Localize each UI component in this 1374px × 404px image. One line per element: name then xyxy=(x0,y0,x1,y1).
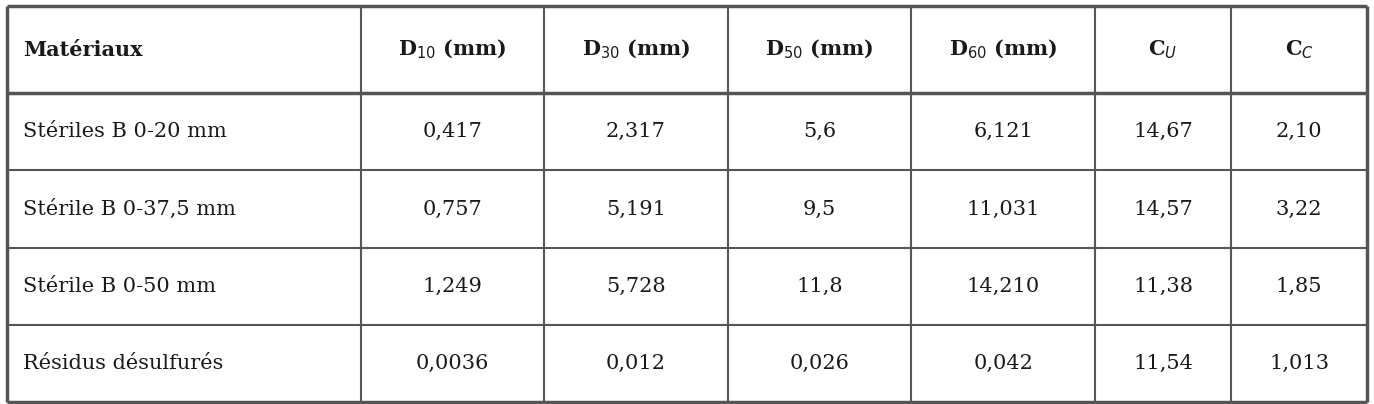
Text: 0,417: 0,417 xyxy=(422,122,482,141)
Text: 5,728: 5,728 xyxy=(606,277,666,296)
Text: 3,22: 3,22 xyxy=(1276,200,1322,219)
Text: 11,031: 11,031 xyxy=(966,200,1040,219)
Text: 14,57: 14,57 xyxy=(1134,200,1193,219)
Text: 1,249: 1,249 xyxy=(422,277,482,296)
Text: D$_{30}$ (mm): D$_{30}$ (mm) xyxy=(581,38,690,61)
Text: 2,317: 2,317 xyxy=(606,122,666,141)
Text: Stérile B 0-50 mm: Stérile B 0-50 mm xyxy=(23,277,217,296)
Text: 6,121: 6,121 xyxy=(973,122,1033,141)
Text: C$_C$: C$_C$ xyxy=(1285,38,1314,61)
Text: 2,10: 2,10 xyxy=(1276,122,1322,141)
Text: Stérile B 0-37,5 mm: Stérile B 0-37,5 mm xyxy=(23,199,236,219)
Text: 0,026: 0,026 xyxy=(790,354,849,373)
Text: 14,210: 14,210 xyxy=(967,277,1040,296)
Text: 0,0036: 0,0036 xyxy=(416,354,489,373)
Text: Stériles B 0-20 mm: Stériles B 0-20 mm xyxy=(23,122,227,141)
Text: 0,757: 0,757 xyxy=(422,200,482,219)
Text: 11,8: 11,8 xyxy=(797,277,842,296)
Text: D$_{50}$ (mm): D$_{50}$ (mm) xyxy=(765,38,874,61)
Text: 0,012: 0,012 xyxy=(606,354,666,373)
Text: 5,191: 5,191 xyxy=(606,200,666,219)
Text: 1,85: 1,85 xyxy=(1276,277,1322,296)
Text: 9,5: 9,5 xyxy=(802,200,837,219)
Text: D$_{60}$ (mm): D$_{60}$ (mm) xyxy=(949,38,1058,61)
Text: C$_U$: C$_U$ xyxy=(1149,38,1178,61)
Text: Résidus désulfurés: Résidus désulfurés xyxy=(23,354,224,373)
Text: 1,013: 1,013 xyxy=(1270,354,1329,373)
Text: Matériaux: Matériaux xyxy=(23,40,143,60)
Text: 11,54: 11,54 xyxy=(1134,354,1193,373)
Text: 11,38: 11,38 xyxy=(1134,277,1193,296)
Text: 14,67: 14,67 xyxy=(1134,122,1193,141)
Text: 0,042: 0,042 xyxy=(973,354,1033,373)
Text: 5,6: 5,6 xyxy=(802,122,837,141)
Text: D$_{10}$ (mm): D$_{10}$ (mm) xyxy=(398,38,507,61)
